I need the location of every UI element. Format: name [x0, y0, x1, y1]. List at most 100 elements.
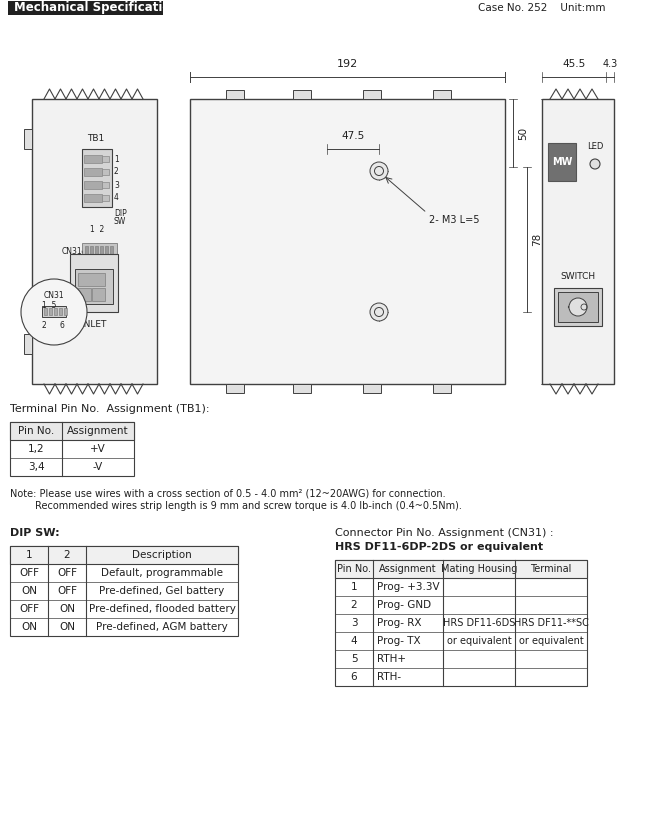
Bar	[335, 560, 587, 578]
Bar	[293, 384, 311, 393]
Circle shape	[21, 279, 87, 345]
Text: ON: ON	[21, 622, 37, 632]
Text: 6: 6	[60, 321, 65, 331]
Text: TB1: TB1	[87, 134, 105, 143]
Text: Mechanical Specification: Mechanical Specification	[14, 2, 179, 14]
Text: 2: 2	[114, 168, 119, 176]
Text: 78: 78	[532, 233, 542, 246]
Bar	[558, 292, 598, 322]
Bar	[548, 143, 576, 181]
Text: 47.5: 47.5	[342, 131, 364, 141]
Text: 4: 4	[350, 636, 357, 646]
Text: Terminal Pin No.  Assignment (TB1):: Terminal Pin No. Assignment (TB1):	[10, 404, 210, 414]
Bar	[95, 246, 98, 255]
Bar	[433, 384, 451, 393]
Circle shape	[569, 298, 587, 316]
Text: DIP SW:: DIP SW:	[10, 528, 60, 538]
Bar	[335, 560, 587, 686]
Text: INLET: INLET	[81, 320, 107, 329]
Text: Prog- +3.3V: Prog- +3.3V	[377, 582, 440, 592]
Text: RTH-: RTH-	[377, 672, 401, 682]
Text: OFF: OFF	[57, 568, 77, 578]
Text: Assignment: Assignment	[379, 564, 437, 574]
Bar	[10, 422, 134, 440]
Text: OFF: OFF	[19, 568, 39, 578]
Bar	[24, 334, 32, 354]
Text: or equivalent: or equivalent	[447, 636, 511, 646]
Text: Description: Description	[132, 550, 192, 560]
Bar	[84, 181, 102, 189]
Text: or equivalent: or equivalent	[519, 636, 584, 646]
Bar	[10, 546, 238, 564]
Bar	[102, 195, 109, 201]
Bar	[105, 246, 108, 255]
Text: 1: 1	[25, 550, 32, 560]
Text: RTH+: RTH+	[377, 654, 406, 664]
Text: Pre-defined, flooded battery: Pre-defined, flooded battery	[88, 604, 235, 614]
Bar	[49, 308, 52, 315]
Bar	[64, 308, 67, 315]
Text: SW: SW	[114, 217, 126, 226]
Bar	[78, 273, 105, 286]
Text: Pin No.: Pin No.	[337, 564, 371, 574]
Bar	[433, 90, 451, 99]
Text: Case No. 252    Unit:mm: Case No. 252 Unit:mm	[478, 3, 606, 13]
Bar	[102, 169, 109, 175]
Bar	[54, 308, 57, 315]
Bar	[102, 182, 109, 188]
Bar	[32, 99, 157, 384]
Bar	[75, 269, 113, 304]
Text: HRS DF11-6DS: HRS DF11-6DS	[443, 618, 515, 628]
Bar	[190, 99, 505, 384]
Text: Terminal: Terminal	[531, 564, 572, 574]
Bar	[44, 308, 47, 315]
Text: OFF: OFF	[57, 586, 77, 596]
Text: CN31: CN31	[62, 248, 82, 257]
Text: ON: ON	[59, 622, 75, 632]
Bar	[24, 129, 32, 149]
Text: Note: Please use wires with a cross section of 0.5 - 4.0 mm² (12~20AWG) for conn: Note: Please use wires with a cross sect…	[10, 488, 446, 498]
Bar	[110, 246, 113, 255]
Bar	[8, 1, 163, 15]
Bar	[363, 384, 381, 393]
Bar	[92, 288, 105, 301]
Text: DIP: DIP	[114, 209, 127, 218]
Text: Default, programmable: Default, programmable	[101, 568, 223, 578]
Circle shape	[370, 162, 388, 180]
Text: CN31: CN31	[44, 291, 64, 300]
Text: ON: ON	[21, 586, 37, 596]
Bar	[363, 90, 381, 99]
Text: 1: 1	[350, 582, 357, 592]
Text: MW: MW	[552, 157, 572, 167]
Bar	[226, 90, 244, 99]
Text: HRS DF11-6DP-2DS or equivalent: HRS DF11-6DP-2DS or equivalent	[335, 542, 543, 552]
Text: 2: 2	[42, 321, 47, 331]
Text: 3,4: 3,4	[27, 462, 44, 472]
Bar	[102, 156, 109, 162]
Text: 4: 4	[114, 194, 119, 202]
Text: LED: LED	[587, 142, 603, 151]
Circle shape	[370, 303, 388, 321]
Text: Recommended wires strip length is 9 mm and screw torque is 4.0 lb-inch (0.4~0.5N: Recommended wires strip length is 9 mm a…	[10, 501, 462, 511]
Circle shape	[590, 159, 600, 169]
Text: 1  5: 1 5	[42, 301, 56, 310]
Text: 45.5: 45.5	[562, 59, 586, 69]
Text: 6: 6	[350, 672, 357, 682]
Bar	[554, 288, 602, 326]
Text: 1: 1	[114, 154, 119, 164]
Text: Mating Housing: Mating Housing	[441, 564, 517, 574]
Text: 4.3: 4.3	[602, 59, 618, 69]
Text: 2: 2	[350, 600, 357, 610]
Text: Prog- GND: Prog- GND	[377, 600, 431, 610]
Text: Pre-defined, Gel battery: Pre-defined, Gel battery	[99, 586, 224, 596]
Text: -V: -V	[93, 462, 103, 472]
Text: Connector Pin No. Assignment (CN31) :: Connector Pin No. Assignment (CN31) :	[335, 528, 553, 538]
Text: 50: 50	[518, 127, 528, 139]
Text: 3: 3	[350, 618, 357, 628]
Text: 2- M3 L=5: 2- M3 L=5	[429, 215, 480, 225]
Text: ON: ON	[59, 604, 75, 614]
Bar	[84, 168, 102, 176]
Text: 3: 3	[114, 180, 119, 190]
Bar	[10, 422, 134, 476]
Bar	[226, 384, 244, 393]
